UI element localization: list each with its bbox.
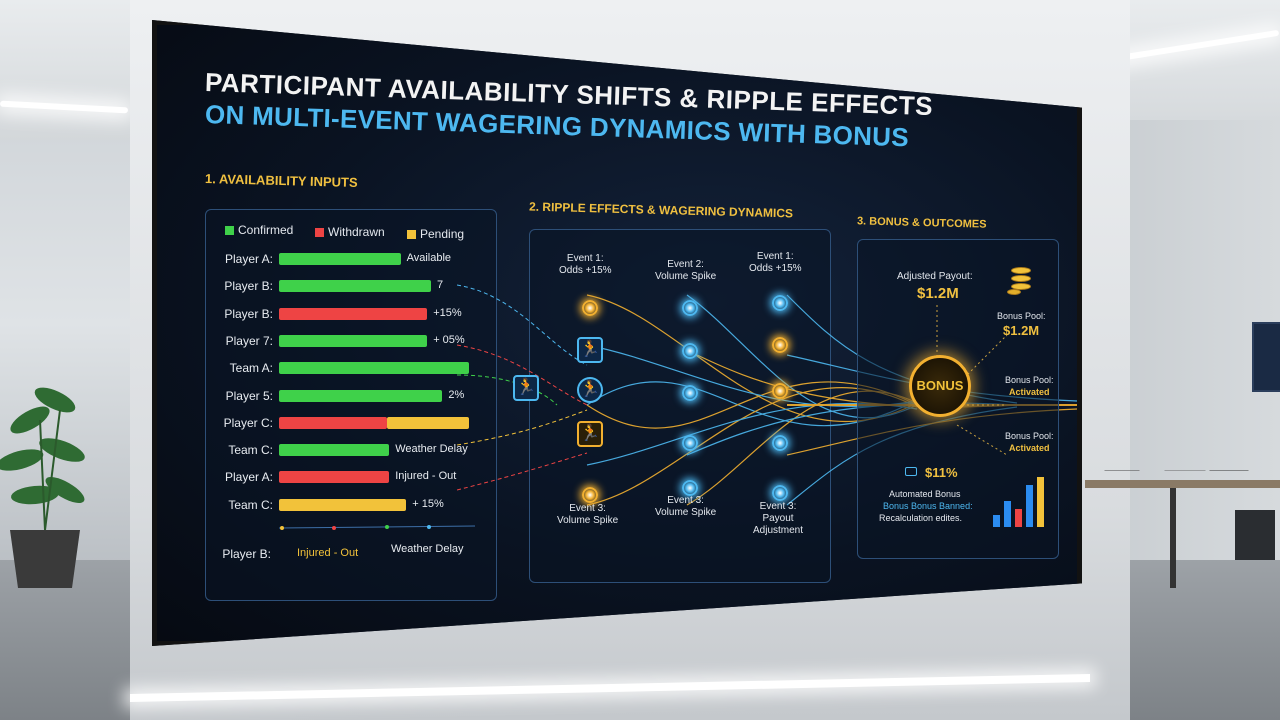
availability-bar [279, 362, 469, 375]
event-label-bottom-2: Event 3: Volume Spike [655, 495, 717, 518]
automated-bonus-label: Automated Bonus [889, 489, 961, 499]
availability-bar [279, 307, 428, 320]
automated-bonus-sub: Bonus Bonus Banned: [883, 501, 973, 511]
ripple-node [682, 385, 698, 401]
availability-bar [279, 444, 390, 457]
footer-label: Player B: [222, 547, 271, 561]
runner-icon-top: 🏃 [577, 337, 603, 363]
footer-status-weather: Weather Delay [391, 543, 464, 555]
event-label-bottom-1: Event 3: Volume Spike [557, 503, 619, 526]
bonus-badge-label: BONUS [916, 378, 964, 393]
row-label: Player C: [223, 415, 273, 430]
bonus-pool-3-value: Activated [1009, 443, 1050, 453]
row-label: Team A: [229, 361, 273, 376]
availability-bar [279, 389, 443, 402]
adjusted-payout-value: $1.2M [917, 285, 959, 302]
legend-swatch [315, 227, 324, 237]
legend-item-withdrawn: Withdrawn [315, 225, 385, 239]
row-label: Team C: [228, 497, 273, 512]
event-label-top-2: Event 2: Volume Spike [655, 259, 717, 282]
ripple-node [682, 300, 698, 316]
bonus-pool-3-label: Bonus Pool: [1005, 431, 1054, 441]
row-value: +15% [433, 306, 462, 319]
ripple-node [772, 383, 788, 399]
row-label: Player B: [224, 306, 273, 321]
row-value: 2% [448, 388, 465, 401]
row-value: Weather Delay [395, 443, 468, 456]
row-label: Player A: [224, 470, 273, 485]
legend-swatch [225, 225, 234, 235]
ripple-node [772, 337, 788, 353]
ripple-node [682, 435, 698, 451]
legend-swatch [407, 229, 416, 239]
event-label-top-3: Event 1: Odds +15% [749, 251, 802, 274]
bonus-pool-2-value: Activated [1009, 387, 1050, 397]
availability-bar [279, 416, 388, 429]
wall-monitor [1252, 322, 1280, 392]
runner-icon-left: 🏃 [513, 375, 539, 401]
row-label: Player A: [224, 252, 273, 266]
runner-icon-center: 🏃 [577, 377, 603, 403]
row-label: Player B: [224, 279, 273, 294]
ripple-node [772, 435, 788, 451]
ripple-node [582, 487, 598, 503]
availability-bar [279, 498, 407, 511]
bonus-pool-2-label: Bonus Pool: [1005, 375, 1054, 385]
row-label: Team C: [228, 443, 273, 458]
coin-stack-icon [1007, 265, 1035, 299]
potted-plant [0, 387, 85, 588]
display-screen: PARTICIPANT AVAILABILITY SHIFTS & RIPPLE… [152, 20, 1082, 646]
availability-bar [279, 471, 390, 484]
ripple-node [682, 343, 698, 359]
legend-item-confirmed: Confirmed [225, 223, 293, 237]
ripple-node [772, 295, 788, 311]
row-value: Injured - Out [395, 470, 457, 483]
ripple-node [682, 480, 698, 496]
office-desk [1085, 470, 1280, 588]
row-value: + 15% [412, 497, 444, 510]
ripple-panel [529, 229, 831, 583]
legend-item-pending: Pending [407, 227, 464, 241]
legend-label: Confirmed [238, 223, 294, 237]
event-label-top-1: Event 1: Odds +15% [559, 253, 612, 276]
bonus-badge: BONUS [909, 355, 971, 417]
availability-bar [387, 416, 469, 429]
footer-axis [279, 525, 476, 530]
row-value: + 05% [433, 333, 465, 346]
chat-icon [905, 467, 917, 476]
runner-icon-bottom: 🏃 [577, 421, 603, 447]
legend-label: Withdrawn [328, 225, 385, 239]
availability-bar [279, 280, 431, 293]
row-value: 7 [437, 279, 444, 292]
availability-panel [205, 209, 497, 601]
footer-status-injured: Injured - Out [297, 547, 359, 559]
row-value: Available [406, 252, 452, 264]
percent-value: $11% [925, 465, 958, 480]
recalculation-label: Recalculation edites. [879, 513, 963, 523]
availability-bar [279, 334, 428, 347]
bonus-pool-1-value: $1.2M [1003, 323, 1040, 338]
row-label: Player 7: [225, 333, 273, 348]
availability-bar [279, 253, 401, 265]
legend-label: Pending [420, 227, 465, 241]
adjusted-payout-label: Adjusted Payout: [897, 271, 973, 282]
ripple-node [582, 300, 598, 316]
ripple-node [772, 485, 788, 501]
row-label: Player 5: [225, 388, 273, 403]
event-label-bottom-3: Event 3: Payout Adjustment [753, 501, 804, 536]
bonus-pool-1-label: Bonus Pool: [997, 311, 1046, 321]
mini-bar-chart [993, 477, 1044, 527]
